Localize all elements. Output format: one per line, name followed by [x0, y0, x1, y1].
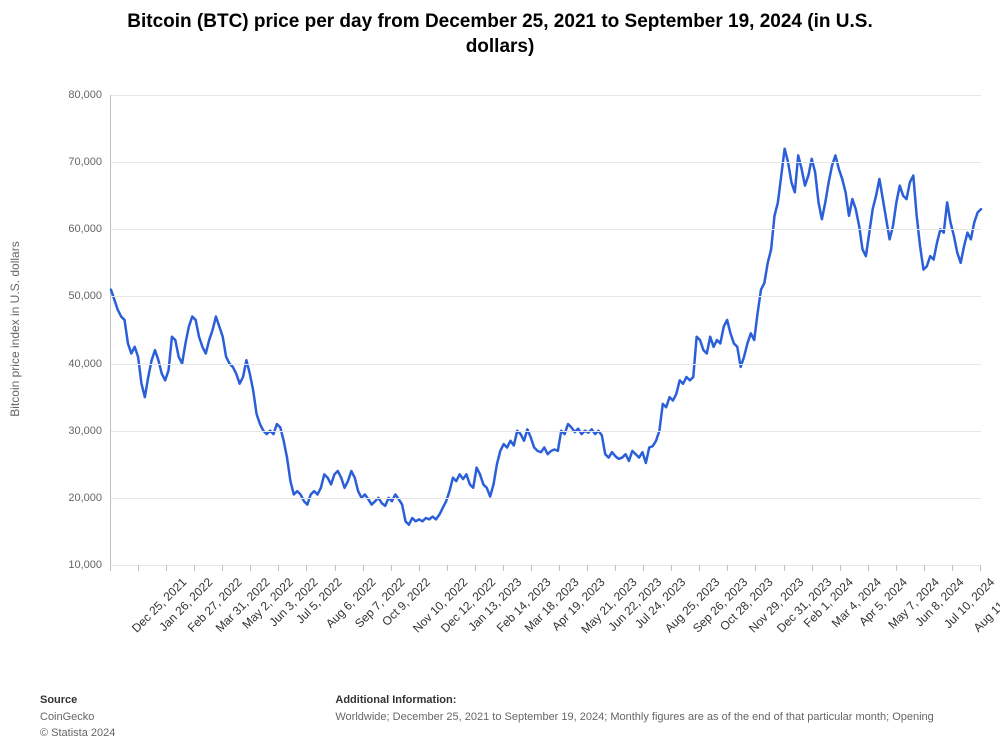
- yaxis-title: Bitcoin price index in U.S. dollars: [8, 229, 22, 429]
- gridline: [111, 498, 981, 499]
- source-block: Source CoinGecko © Statista 2024: [40, 693, 115, 741]
- xtick-mark: [335, 565, 336, 571]
- xtick-mark: [363, 565, 364, 571]
- gridline: [111, 296, 981, 297]
- plot-area: [110, 95, 981, 566]
- xtick-mark: [475, 565, 476, 571]
- xtick-mark: [110, 565, 111, 571]
- xtick-mark: [587, 565, 588, 571]
- xtick-mark: [559, 565, 560, 571]
- addinfo-header: Additional Information:: [335, 693, 933, 708]
- ytick-label: 30,000: [47, 425, 102, 437]
- ytick-label: 60,000: [47, 223, 102, 235]
- xtick-mark: [531, 565, 532, 571]
- chart-container: Bitcoin (BTC) price per day from Decembe…: [0, 10, 1000, 743]
- gridline: [111, 565, 981, 566]
- xtick-mark: [868, 565, 869, 571]
- xtick-mark: [391, 565, 392, 571]
- gridline: [111, 162, 981, 163]
- xtick-mark: [615, 565, 616, 571]
- xtick-mark: [924, 565, 925, 571]
- gridline: [111, 364, 981, 365]
- gridline: [111, 95, 981, 96]
- chart-title-line2: dollars): [0, 35, 1000, 60]
- xtick-mark: [784, 565, 785, 571]
- xtick-mark: [727, 565, 728, 571]
- xtick-mark: [755, 565, 756, 571]
- chart-footer: Source CoinGecko © Statista 2024 Additio…: [40, 693, 1000, 741]
- price-line: [111, 95, 981, 565]
- xtick-mark: [643, 565, 644, 571]
- gridline: [111, 431, 981, 432]
- addinfo-block: Additional Information: Worldwide; Decem…: [335, 693, 933, 741]
- xtick-mark: [447, 565, 448, 571]
- ytick-label: 20,000: [47, 492, 102, 504]
- xtick-mark: [699, 565, 700, 571]
- xtick-mark: [952, 565, 953, 571]
- source-line-2: © Statista 2024: [40, 726, 115, 741]
- xtick-mark: [840, 565, 841, 571]
- gridline: [111, 229, 981, 230]
- chart-title-line1: Bitcoin (BTC) price per day from Decembe…: [0, 10, 1000, 35]
- ytick-label: 10,000: [47, 559, 102, 571]
- xtick-mark: [194, 565, 195, 571]
- xtick-mark: [222, 565, 223, 571]
- xtick-mark: [419, 565, 420, 571]
- source-header: Source: [40, 693, 115, 708]
- xtick-mark: [138, 565, 139, 571]
- xtick-mark: [306, 565, 307, 571]
- source-line-1: CoinGecko: [40, 710, 115, 725]
- xtick-mark: [278, 565, 279, 571]
- xtick-mark: [812, 565, 813, 571]
- ytick-label: 50,000: [47, 290, 102, 302]
- xtick-mark: [671, 565, 672, 571]
- ytick-label: 80,000: [47, 89, 102, 101]
- ytick-label: 70,000: [47, 156, 102, 168]
- ytick-label: 40,000: [47, 358, 102, 370]
- xtick-mark: [503, 565, 504, 571]
- price-path: [111, 149, 981, 525]
- xtick-mark: [896, 565, 897, 571]
- xtick-mark: [166, 565, 167, 571]
- xtick-mark: [250, 565, 251, 571]
- chart-title: Bitcoin (BTC) price per day from Decembe…: [0, 10, 1000, 59]
- addinfo-text: Worldwide; December 25, 2021 to Septembe…: [335, 710, 933, 725]
- xtick-mark: [980, 565, 981, 571]
